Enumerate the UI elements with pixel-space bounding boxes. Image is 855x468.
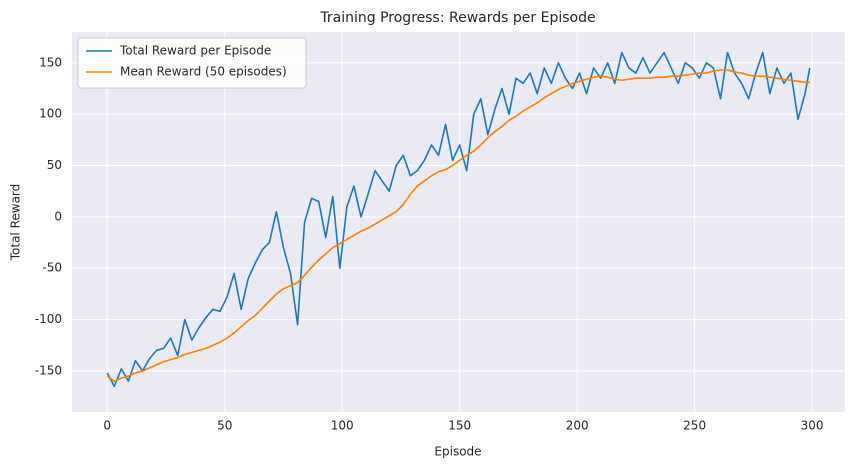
series-line bbox=[106, 69, 810, 382]
y-tick-label: 150 bbox=[39, 55, 62, 69]
y-axis-label: Total Reward bbox=[9, 184, 23, 262]
y-tick-label: 100 bbox=[39, 107, 62, 121]
x-tick-label: 50 bbox=[217, 419, 232, 433]
x-tick-label: 200 bbox=[566, 419, 589, 433]
x-tick-label: 250 bbox=[683, 419, 706, 433]
x-tick-label: 0 bbox=[103, 419, 111, 433]
legend-label: Total Reward per Episode bbox=[119, 44, 271, 58]
plot-area bbox=[72, 32, 845, 412]
x-tick-label: 300 bbox=[801, 419, 824, 433]
legend-label: Mean Reward (50 episodes) bbox=[120, 65, 287, 79]
series-line bbox=[106, 51, 811, 388]
y-tick-label: 0 bbox=[54, 209, 62, 223]
x-tick-label: 100 bbox=[331, 419, 354, 433]
y-tick-label: -100 bbox=[35, 312, 62, 326]
y-tick-label: -150 bbox=[35, 363, 62, 377]
legend-box bbox=[77, 37, 307, 89]
y-tick-label: 50 bbox=[47, 158, 62, 172]
chart-title: Training Progress: Rewards per Episode bbox=[319, 10, 595, 26]
x-axis-label: Episode bbox=[434, 445, 481, 459]
y-tick-label: -50 bbox=[42, 261, 62, 275]
x-tick-label: 150 bbox=[448, 419, 471, 433]
